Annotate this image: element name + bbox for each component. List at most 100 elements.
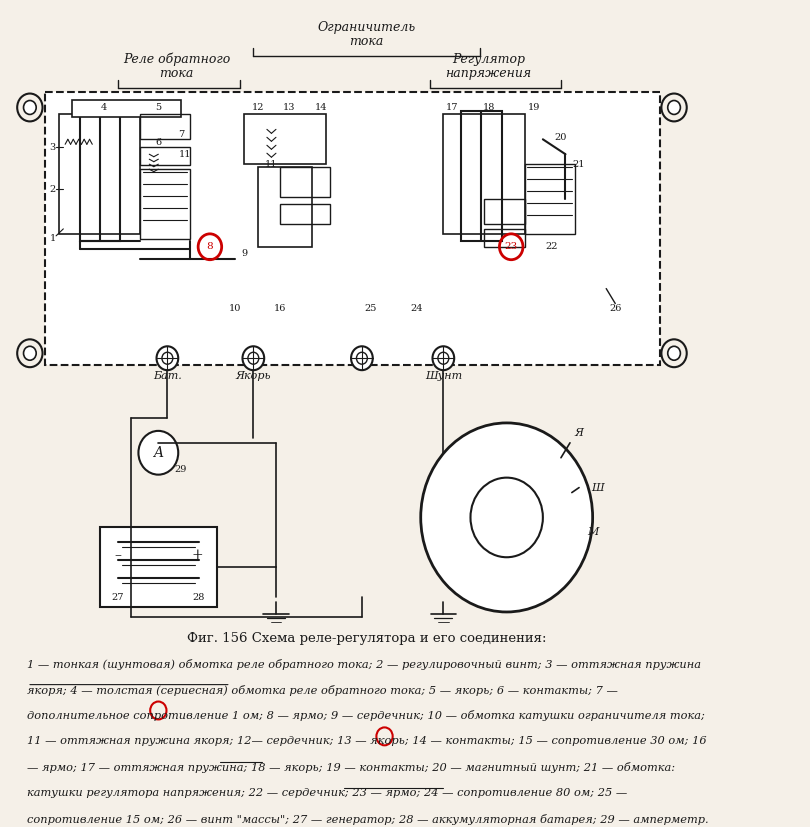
Text: тока: тока bbox=[160, 67, 194, 80]
Circle shape bbox=[442, 535, 469, 565]
Text: Ш: Ш bbox=[590, 483, 603, 493]
Text: 18: 18 bbox=[483, 103, 495, 112]
Text: 9: 9 bbox=[241, 249, 247, 258]
Bar bbox=[62, 215, 138, 224]
Circle shape bbox=[493, 567, 520, 597]
Text: 11: 11 bbox=[265, 160, 278, 169]
Text: напряжения: напряжения bbox=[446, 67, 531, 80]
Circle shape bbox=[522, 558, 550, 588]
Text: 3: 3 bbox=[49, 143, 56, 152]
Bar bbox=[443, 114, 525, 234]
Bar bbox=[247, 127, 323, 133]
Text: 25: 25 bbox=[364, 304, 377, 313]
Text: Фиг. 156 Схема реле-регулятора и его соединения:: Фиг. 156 Схема реле-регулятора и его сое… bbox=[186, 633, 546, 645]
Bar bbox=[462, 112, 502, 241]
Text: 20: 20 bbox=[555, 133, 567, 141]
Circle shape bbox=[667, 101, 680, 114]
Bar bbox=[62, 176, 138, 185]
Bar bbox=[59, 114, 140, 234]
Text: 10: 10 bbox=[229, 304, 241, 313]
Bar bbox=[62, 163, 138, 172]
Text: Якорь: Якорь bbox=[236, 371, 271, 381]
Text: 11: 11 bbox=[179, 150, 192, 159]
Text: Бат.: Бат. bbox=[153, 371, 181, 381]
Circle shape bbox=[471, 478, 543, 557]
Circle shape bbox=[463, 558, 491, 588]
Text: 28: 28 bbox=[193, 593, 205, 601]
Circle shape bbox=[438, 352, 449, 364]
Bar bbox=[247, 117, 323, 124]
Bar bbox=[45, 92, 660, 366]
Bar bbox=[72, 99, 181, 117]
Bar bbox=[446, 163, 522, 172]
Text: A: A bbox=[153, 446, 164, 460]
Bar bbox=[258, 167, 312, 246]
Text: Реле обратного: Реле обратного bbox=[123, 53, 230, 66]
Text: 5: 5 bbox=[156, 103, 161, 112]
Bar bbox=[62, 137, 138, 146]
Bar bbox=[280, 204, 330, 224]
Bar bbox=[280, 167, 330, 197]
Bar bbox=[525, 165, 574, 234]
Circle shape bbox=[544, 535, 571, 565]
Bar bbox=[484, 229, 525, 246]
Bar bbox=[140, 114, 190, 139]
Text: 7: 7 bbox=[178, 130, 184, 139]
Circle shape bbox=[17, 339, 42, 367]
Bar bbox=[247, 153, 323, 160]
Text: 23: 23 bbox=[505, 242, 518, 251]
Text: 13: 13 bbox=[284, 103, 296, 112]
Circle shape bbox=[434, 503, 462, 533]
Circle shape bbox=[351, 347, 373, 370]
Bar bbox=[484, 199, 525, 224]
Text: Шунт: Шунт bbox=[424, 371, 462, 381]
Text: тока: тока bbox=[349, 36, 384, 48]
Text: Я: Я bbox=[574, 428, 583, 437]
Bar bbox=[446, 124, 522, 133]
Bar bbox=[79, 112, 121, 241]
Circle shape bbox=[442, 471, 469, 500]
Circle shape bbox=[662, 93, 687, 122]
Text: 2: 2 bbox=[49, 184, 56, 194]
Circle shape bbox=[23, 347, 36, 361]
Bar bbox=[62, 151, 138, 160]
Circle shape bbox=[522, 447, 550, 476]
Text: +: + bbox=[191, 548, 203, 562]
Bar bbox=[446, 202, 522, 211]
Bar bbox=[245, 114, 326, 165]
Text: 21: 21 bbox=[573, 160, 586, 169]
Circle shape bbox=[156, 347, 178, 370]
Text: 17: 17 bbox=[446, 103, 458, 112]
Text: 26: 26 bbox=[609, 304, 621, 313]
Circle shape bbox=[356, 352, 368, 364]
Text: 24: 24 bbox=[410, 304, 423, 313]
Bar bbox=[62, 202, 138, 211]
Text: 4: 4 bbox=[101, 103, 107, 112]
Text: 29: 29 bbox=[175, 465, 187, 474]
Text: — ярмо; 17 — оттяжная пружина; 18 — якорь; 19 — контакты; 20 — магнитный шунт; 2: — ярмо; 17 — оттяжная пружина; 18 — якор… bbox=[28, 762, 676, 773]
Text: 1 — тонкая (шунтовая) обмотка реле обратного тока; 2 — регулировочный винт; 3 — : 1 — тонкая (шунтовая) обмотка реле обрат… bbox=[28, 659, 701, 670]
Circle shape bbox=[23, 101, 36, 114]
Circle shape bbox=[162, 352, 173, 364]
Text: сопротивление 15 ом; 26 — винт "массы"; 27 — генератор; 28 — аккумуляторная бата: сопротивление 15 ом; 26 — винт "массы"; … bbox=[28, 814, 709, 825]
Bar bbox=[62, 189, 138, 198]
Bar bbox=[446, 137, 522, 146]
Circle shape bbox=[667, 347, 680, 361]
Text: Ограничитель: Ограничитель bbox=[318, 22, 416, 35]
Bar bbox=[247, 144, 323, 151]
Text: якоря; 4 — толстая (сериесная) обмотка реле обратного тока; 5 — якорь; 6 — конта: якоря; 4 — толстая (сериесная) обмотка р… bbox=[28, 685, 618, 696]
Bar bbox=[100, 528, 217, 607]
Bar bbox=[62, 124, 138, 133]
Bar bbox=[247, 136, 323, 142]
Circle shape bbox=[139, 431, 178, 475]
Text: 11 — оттяжная пружина якоря; 12— сердечник; 13 — якорь; 14 — контакты; 15 — сопр: 11 — оттяжная пружина якоря; 12— сердечн… bbox=[28, 736, 707, 746]
Circle shape bbox=[433, 347, 454, 370]
Text: М: М bbox=[587, 528, 599, 538]
Text: –: – bbox=[114, 548, 122, 562]
Text: 14: 14 bbox=[315, 103, 327, 112]
Text: 19: 19 bbox=[527, 103, 540, 112]
Circle shape bbox=[463, 447, 491, 476]
Text: Регулятор: Регулятор bbox=[452, 53, 525, 66]
Text: катушки регулятора напряжения; 22 — сердечник; 23 — ярмо; 24 — сопротивление 80 : катушки регулятора напряжения; 22 — серд… bbox=[28, 788, 628, 798]
Bar bbox=[446, 151, 522, 160]
